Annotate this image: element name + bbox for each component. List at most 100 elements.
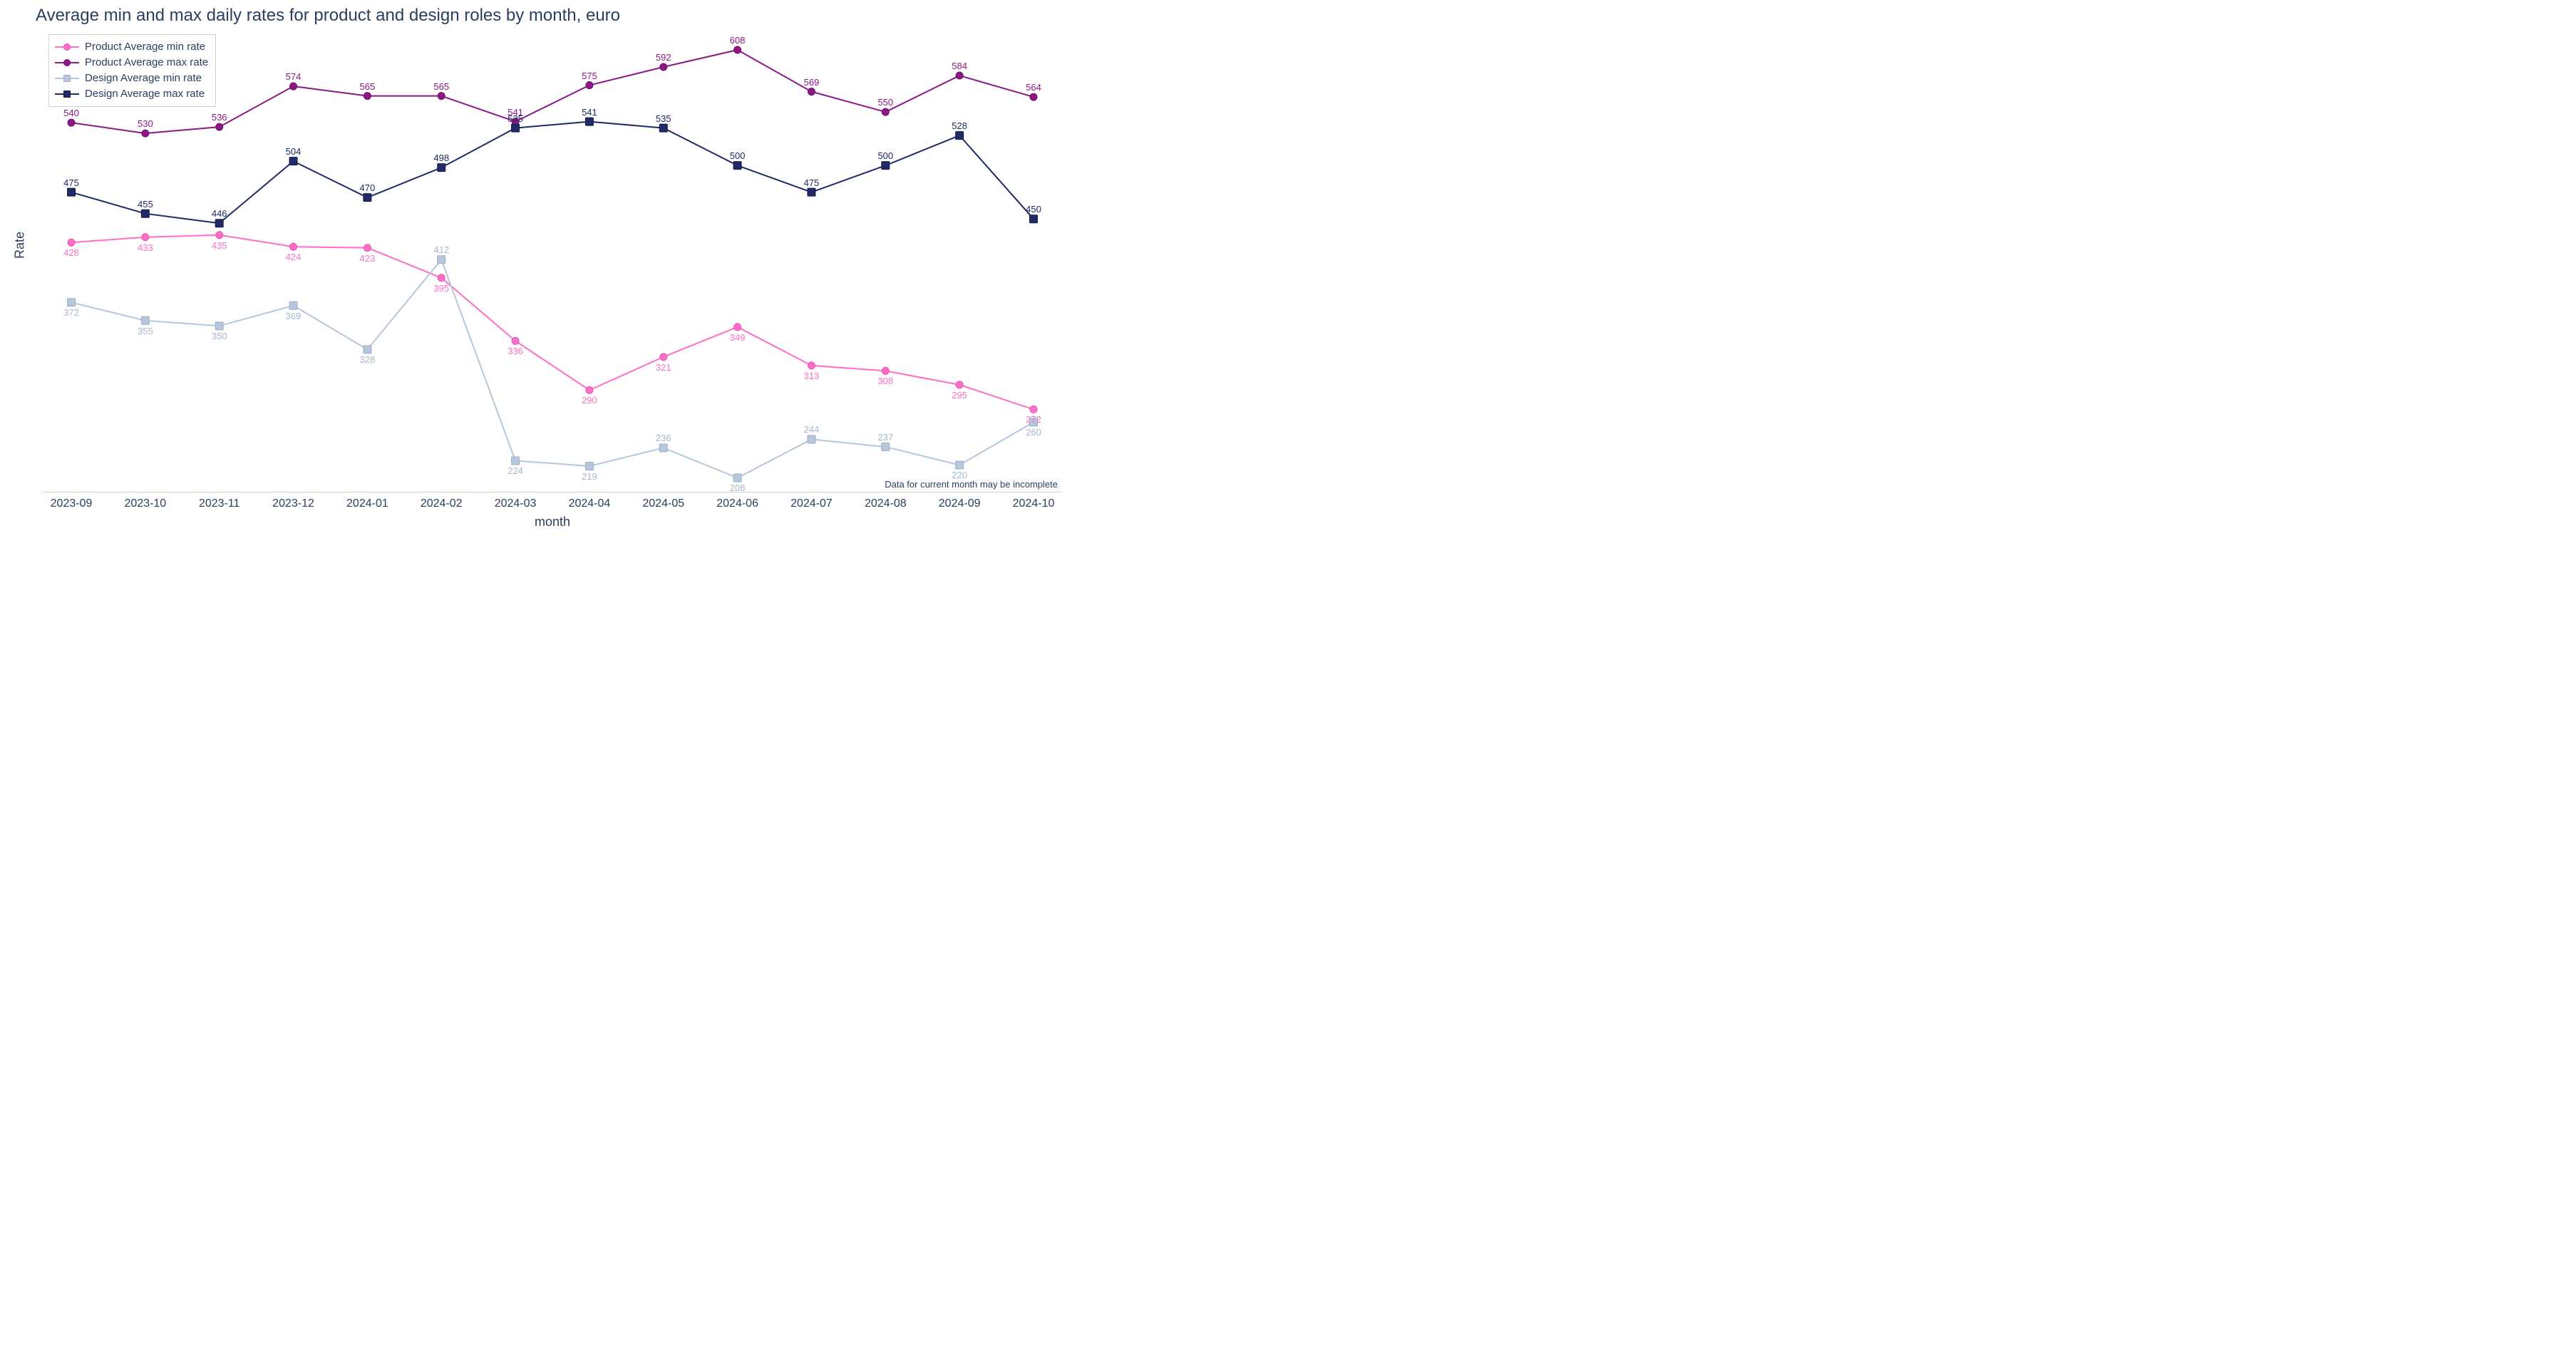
data-label: 564 [1026,83,1041,92]
data-point[interactable] [808,88,815,96]
data-label: 433 [138,243,153,252]
data-point[interactable] [956,461,964,469]
data-point[interactable] [733,162,741,170]
chart-title: Average min and max daily rates for prod… [36,6,620,26]
data-label: 470 [360,183,376,192]
data-label: 423 [360,254,376,263]
data-label: 592 [656,53,671,62]
data-point[interactable] [512,457,520,465]
data-point[interactable] [364,346,371,353]
data-point[interactable] [215,220,223,227]
x-tick-label: 2024-09 [939,497,981,510]
data-point[interactable] [438,93,445,100]
data-label: 295 [952,391,967,400]
x-tick-label: 2024-10 [1013,497,1055,510]
data-point[interactable] [141,210,149,217]
data-point[interactable] [733,474,741,482]
data-point[interactable] [216,232,223,239]
data-label: 535 [656,114,671,123]
data-point[interactable] [438,256,445,264]
data-point[interactable] [290,243,297,250]
data-label: 435 [212,241,227,250]
data-point[interactable] [660,63,667,71]
data-label: 536 [212,113,227,122]
legend-item[interactable]: Design Average min rate [55,71,208,86]
data-point[interactable] [956,381,963,388]
data-point[interactable] [68,188,76,196]
data-point[interactable] [659,124,667,132]
data-label: 224 [508,466,523,475]
data-point[interactable] [512,337,519,344]
data-label: 500 [877,151,893,160]
data-label: 219 [582,472,597,481]
data-point[interactable] [216,123,223,130]
legend-item-label: Design Average min rate [85,71,202,86]
legend-swatch [55,58,79,68]
data-point[interactable] [882,108,889,115]
data-point[interactable] [586,82,593,89]
data-point[interactable] [438,274,445,282]
data-point[interactable] [586,386,593,393]
data-point[interactable] [882,443,890,450]
legend[interactable]: Product Average min rateProduct Average … [48,34,216,107]
x-tick-label: 2023-09 [51,497,93,510]
data-point[interactable] [290,83,297,90]
data-point[interactable] [660,353,667,361]
data-label: 575 [582,71,597,81]
data-label: 313 [804,371,820,381]
data-point[interactable] [68,119,75,126]
x-tick-label: 2024-05 [642,497,684,510]
data-point[interactable] [142,130,149,137]
data-label: 446 [212,209,227,218]
legend-item[interactable]: Design Average max rate [55,86,208,102]
data-point[interactable] [1030,215,1038,223]
footnote: Data for current month may be incomplete [885,479,1058,490]
legend-item[interactable]: Product Average min rate [55,39,208,55]
data-point[interactable] [68,299,76,306]
data-point[interactable] [882,162,890,170]
data-point[interactable] [808,362,815,369]
data-point[interactable] [585,118,593,125]
data-point[interactable] [734,46,741,53]
y-axis-title: Rate [13,231,28,258]
data-point[interactable] [512,124,520,132]
data-label: 450 [1026,205,1041,214]
data-point[interactable] [808,435,815,443]
data-point[interactable] [215,322,223,330]
data-point[interactable] [956,132,964,140]
data-label: 500 [730,151,746,160]
data-point[interactable] [808,188,815,196]
data-point[interactable] [734,324,741,331]
data-label: 349 [730,333,746,342]
data-point[interactable] [882,367,889,374]
data-label: 574 [286,72,302,81]
x-axis-title: month [535,515,570,530]
data-point[interactable] [438,164,445,172]
data-point[interactable] [956,72,963,79]
data-label: 475 [804,178,820,187]
data-point[interactable] [142,234,149,241]
data-point[interactable] [364,194,371,202]
data-point[interactable] [364,93,371,100]
data-label: 550 [877,98,893,107]
data-point[interactable] [364,244,371,252]
data-point[interactable] [289,301,297,309]
x-tick-label: 2024-08 [865,497,907,510]
data-label: 290 [582,396,597,405]
legend-swatch [55,42,79,52]
data-point[interactable] [141,316,149,324]
data-point[interactable] [585,462,593,470]
data-label: 355 [138,326,153,336]
x-tick-label: 2024-02 [421,497,463,510]
data-point[interactable] [1030,93,1037,100]
data-label: 498 [433,153,449,162]
data-point[interactable] [68,239,75,246]
data-label: 541 [582,108,597,117]
data-label: 372 [63,308,79,317]
x-tick-label: 2023-10 [124,497,166,510]
legend-item[interactable]: Product Average max rate [55,55,208,71]
data-point[interactable] [659,444,667,452]
data-point[interactable] [289,158,297,165]
data-point[interactable] [1030,406,1037,413]
legend-item-label: Product Average max rate [85,56,208,70]
